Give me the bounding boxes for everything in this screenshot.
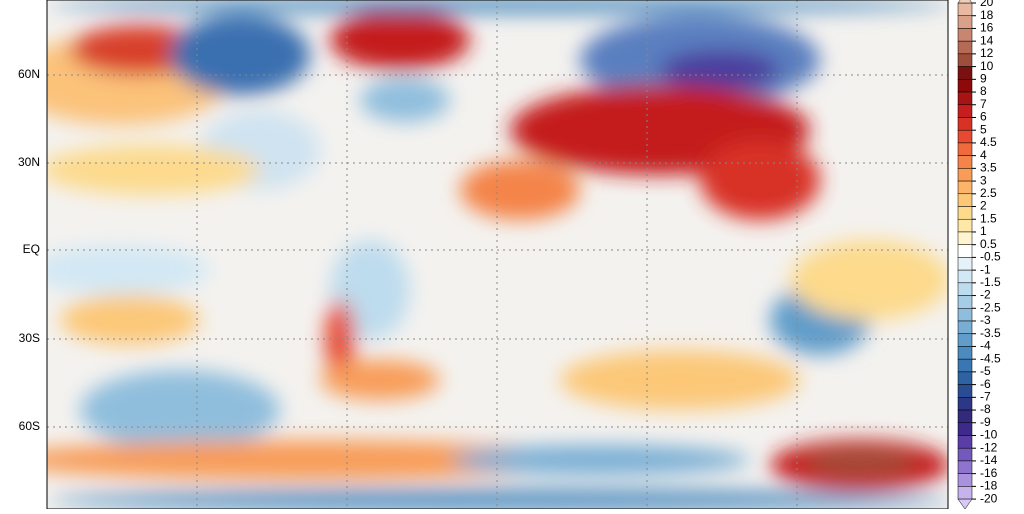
colorbar-label: 18 <box>980 8 994 22</box>
colorbar-box <box>957 180 973 195</box>
colorbar-box <box>957 460 973 474</box>
colorbar-label: 3.5 <box>980 161 997 175</box>
latitude-label: 30N <box>18 155 40 169</box>
colorbar-box <box>957 308 973 322</box>
colorbar-label: -16 <box>980 466 998 480</box>
colorbar-label: 14 <box>980 33 994 47</box>
colorbar-box <box>957 371 973 385</box>
colorbar-box <box>957 155 973 169</box>
colorbar-label: -12 <box>980 440 998 454</box>
colorbar-box <box>957 435 973 449</box>
colorbar-label: 4 <box>980 148 987 162</box>
colorbar-box <box>957 447 973 462</box>
map-field <box>47 0 948 509</box>
colorbar-box <box>957 409 973 424</box>
colorbar-label: -6 <box>980 377 991 391</box>
colorbar-label: -20 <box>980 491 998 505</box>
colorbar-label: 2.5 <box>980 186 997 200</box>
colorbar-label: 7 <box>980 97 987 111</box>
colorbar-label: -2 <box>980 288 991 302</box>
colorbar-label: -3.5 <box>980 326 1001 340</box>
colorbar-box <box>957 231 973 245</box>
colorbar-label: -4 <box>980 339 991 353</box>
colorbar-label: -10 <box>980 428 998 442</box>
colorbar-box <box>957 269 973 284</box>
colorbar-label: -0.5 <box>980 250 1001 264</box>
colorbar-label: 3 <box>980 173 987 187</box>
colorbar-arrow-bottom <box>957 498 973 510</box>
colorbar-box <box>957 397 973 411</box>
colorbar-box <box>957 346 973 360</box>
colorbar-label: 10 <box>980 59 994 73</box>
colorbar-label: -14 <box>980 453 998 467</box>
colorbar-box <box>957 422 973 436</box>
latitude-label: 30S <box>19 331 40 345</box>
colorbar-box <box>957 486 973 500</box>
colorbar-box <box>957 117 973 131</box>
colorbar-box <box>957 295 973 309</box>
colorbar-label: 16 <box>980 21 994 35</box>
colorbar-box <box>957 104 973 118</box>
colorbar-box <box>957 129 973 144</box>
colorbar-label: 8 <box>980 84 987 98</box>
colorbar-label: 0.5 <box>980 237 997 251</box>
colorbar-box <box>957 15 973 29</box>
colorbar-label: 1 <box>980 224 987 238</box>
colorbar-box <box>957 193 973 207</box>
colorbar-box <box>957 79 973 93</box>
latitude-label: EQ <box>23 242 40 256</box>
colorbar-box <box>957 244 973 258</box>
colorbar-box <box>957 2 973 16</box>
colorbar-box <box>957 206 973 220</box>
colorbar-label: 2 <box>980 199 987 213</box>
latitude-label: 60S <box>19 419 40 433</box>
colorbar-box <box>957 257 973 271</box>
colorbar-label: 12 <box>980 46 994 60</box>
colorbar-box <box>957 320 973 334</box>
colorbar-arrow-top <box>957 0 973 4</box>
colorbar-label: -1.5 <box>980 275 1001 289</box>
colorbar-box <box>957 333 973 347</box>
latitude-label: 60N <box>18 67 40 81</box>
colorbar-box <box>957 66 973 80</box>
colorbar-box <box>957 168 973 182</box>
colorbar-box <box>957 384 973 398</box>
colorbar-label: 4.5 <box>980 135 997 149</box>
colorbar-box <box>957 142 973 156</box>
colorbar-label: -3 <box>980 313 991 327</box>
colorbar-label: 1.5 <box>980 211 997 225</box>
colorbar-label: 5 <box>980 122 987 136</box>
colorbar-label: -9 <box>980 415 991 429</box>
colorbar-box <box>957 53 973 67</box>
colorbar-box <box>957 91 973 106</box>
colorbar-label: -7 <box>980 389 991 403</box>
colorbar-label: 20 <box>980 0 994 9</box>
colorbar-box <box>957 218 973 233</box>
colorbar-box <box>957 28 973 42</box>
colorbar-label: -2.5 <box>980 300 1001 314</box>
colorbar-box <box>957 282 973 296</box>
colorbar-label: -18 <box>980 479 998 493</box>
colorbar-label: -1 <box>980 262 991 276</box>
colorbar-label: -5 <box>980 364 991 378</box>
graticule <box>47 0 948 509</box>
colorbar-label: 6 <box>980 110 987 124</box>
colorbar-box <box>957 40 973 55</box>
colorbar-label: -8 <box>980 402 991 416</box>
colorbar-label: -4.5 <box>980 351 1001 365</box>
colorbar-box <box>957 358 973 373</box>
colorbar-box <box>957 473 973 487</box>
colorbar-label: 9 <box>980 71 987 85</box>
